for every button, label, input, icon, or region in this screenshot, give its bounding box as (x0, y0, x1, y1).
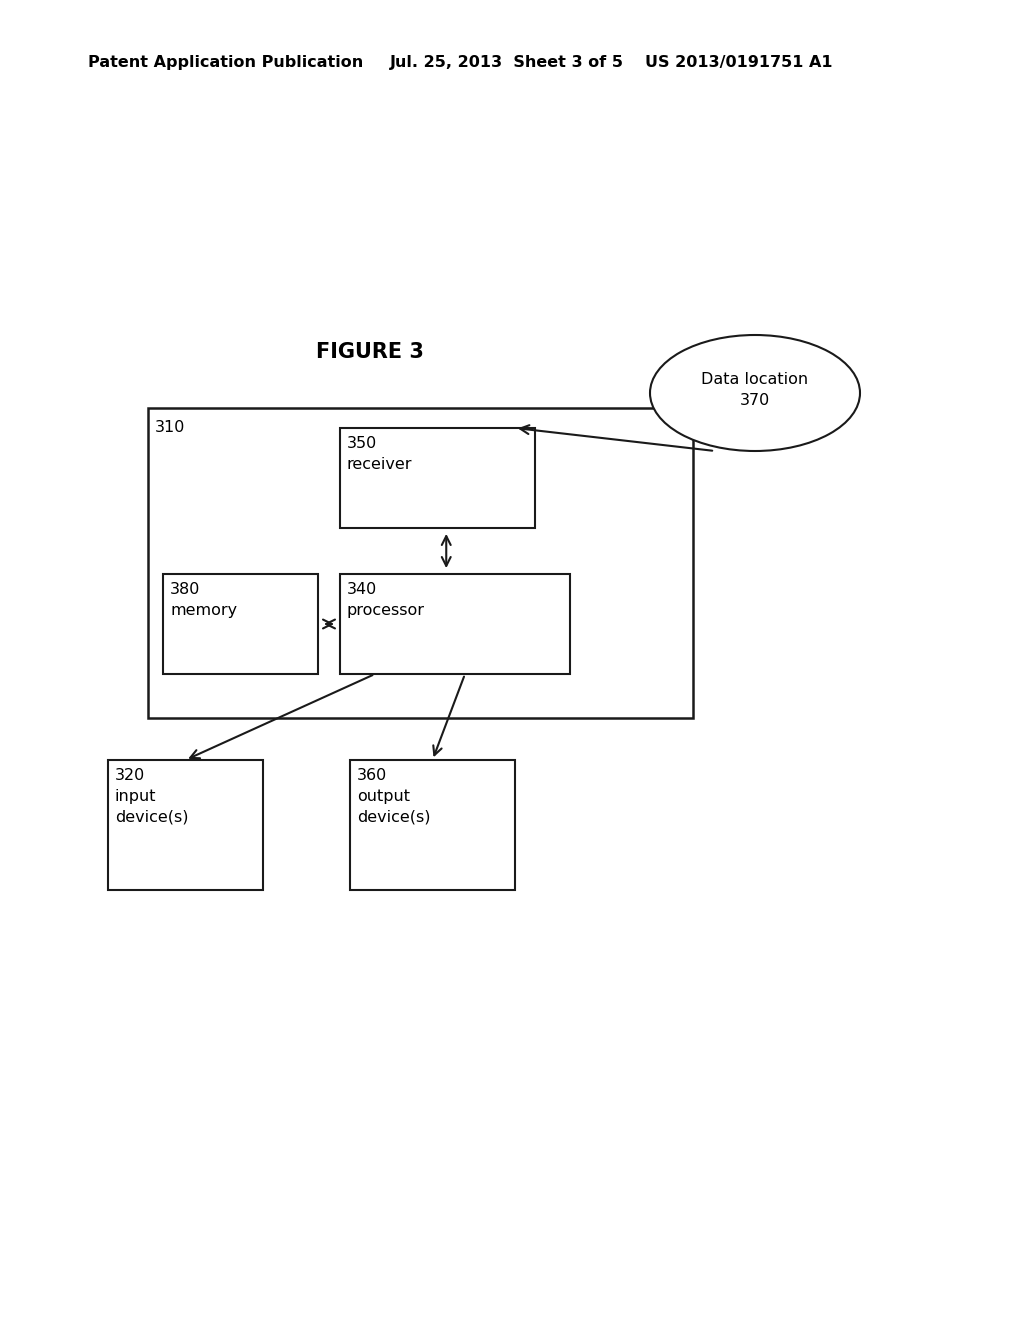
Bar (340, 428, 535, 528)
Bar (148, 408, 693, 718)
Text: US 2013/0191751 A1: US 2013/0191751 A1 (645, 54, 833, 70)
Text: 340
processor: 340 processor (347, 582, 425, 618)
Bar (350, 760, 515, 890)
Text: Patent Application Publication: Patent Application Publication (88, 54, 364, 70)
Text: 310: 310 (155, 420, 185, 436)
Text: 360
output
device(s): 360 output device(s) (357, 768, 430, 825)
Text: Data location
370: Data location 370 (701, 372, 809, 408)
Bar (163, 574, 318, 675)
Bar (340, 574, 570, 675)
Text: Jul. 25, 2013  Sheet 3 of 5: Jul. 25, 2013 Sheet 3 of 5 (390, 54, 624, 70)
Text: 350
receiver: 350 receiver (347, 436, 413, 473)
Text: FIGURE 3: FIGURE 3 (316, 342, 424, 362)
Bar (108, 760, 263, 890)
Text: 380
memory: 380 memory (170, 582, 238, 618)
Text: 320
input
device(s): 320 input device(s) (115, 768, 188, 825)
Ellipse shape (650, 335, 860, 451)
